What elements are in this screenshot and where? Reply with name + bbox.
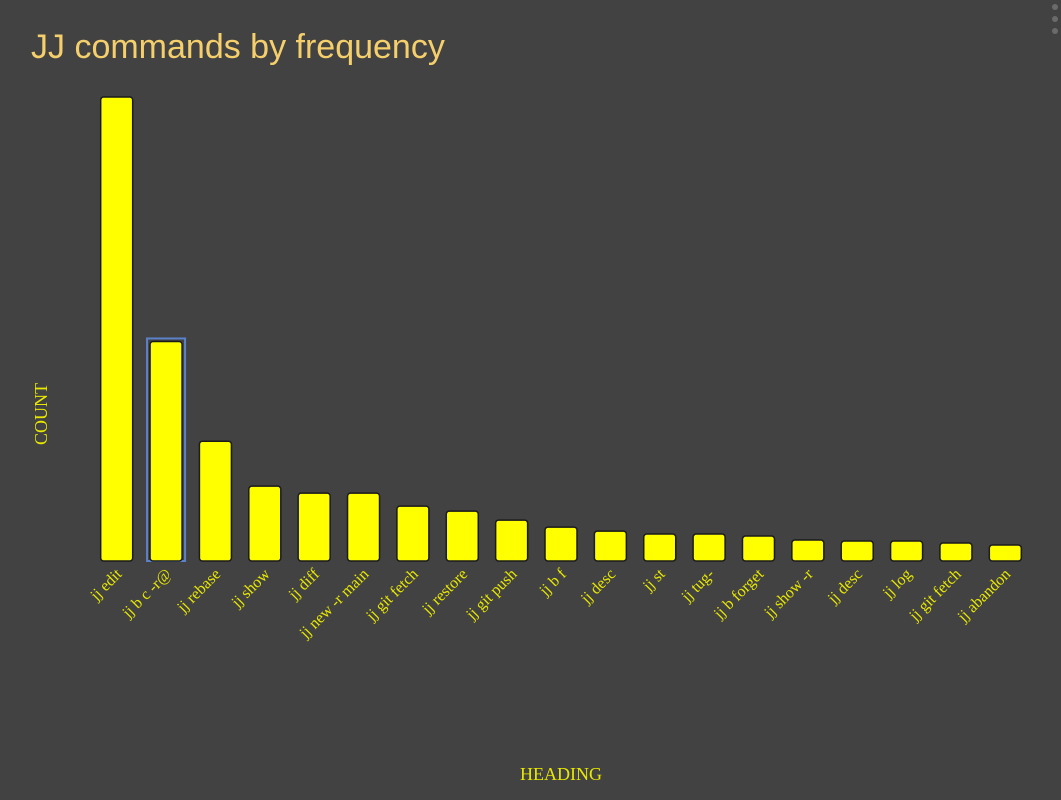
x-axis-title: HEADING <box>520 764 602 784</box>
bar-6[interactable] <box>396 505 430 562</box>
x-tick-label: jj b forget <box>710 565 768 623</box>
x-tick-label: jj git fetch <box>906 566 965 625</box>
bar-2[interactable] <box>198 440 233 562</box>
x-tick-label: jj show -r <box>761 565 818 622</box>
bar-4[interactable] <box>297 492 331 562</box>
bar-9[interactable] <box>544 526 578 562</box>
bar-1[interactable] <box>149 340 183 562</box>
bar-7[interactable] <box>445 510 480 562</box>
x-tick-label: jj git fetch <box>362 566 421 625</box>
bars-layer <box>99 96 1023 562</box>
x-tick-label: jj log <box>879 566 915 602</box>
x-tick-label: jj st <box>639 565 669 595</box>
x-tick-label: jj diff <box>285 565 323 603</box>
bar-17[interactable] <box>939 542 973 562</box>
bar-18[interactable] <box>988 544 1023 562</box>
x-tick-label: jj abandon <box>954 566 1014 626</box>
x-tick-label: jj b f <box>536 565 571 600</box>
chart-title: JJ commands by frequency <box>31 28 445 66</box>
x-tick-label: jj rebase <box>174 566 225 617</box>
bar-0[interactable] <box>99 96 134 562</box>
bar-10[interactable] <box>593 530 628 562</box>
bar-12[interactable] <box>692 533 726 562</box>
bar-8[interactable] <box>494 519 529 562</box>
x-tick-label: jj show <box>228 565 274 611</box>
bar-16[interactable] <box>889 540 924 562</box>
bar-15[interactable] <box>840 540 874 562</box>
x-tick-label: jj git push <box>462 566 520 624</box>
bar-11[interactable] <box>642 533 677 562</box>
x-tick-label: jj edit <box>87 565 126 604</box>
more-options-icon[interactable] <box>1052 4 1058 34</box>
y-axis-title: COUNT <box>31 383 51 445</box>
bar-3[interactable] <box>248 485 282 562</box>
x-tick-label: jj desc <box>824 566 866 608</box>
x-tick-label: jj tug- <box>678 566 718 606</box>
x-tick-label: jj desc <box>577 566 619 608</box>
bar-5[interactable] <box>346 492 381 562</box>
bar-14[interactable] <box>791 539 825 562</box>
bar-13[interactable] <box>741 535 776 562</box>
x-tick-label: jj b c -r@ <box>119 566 175 622</box>
